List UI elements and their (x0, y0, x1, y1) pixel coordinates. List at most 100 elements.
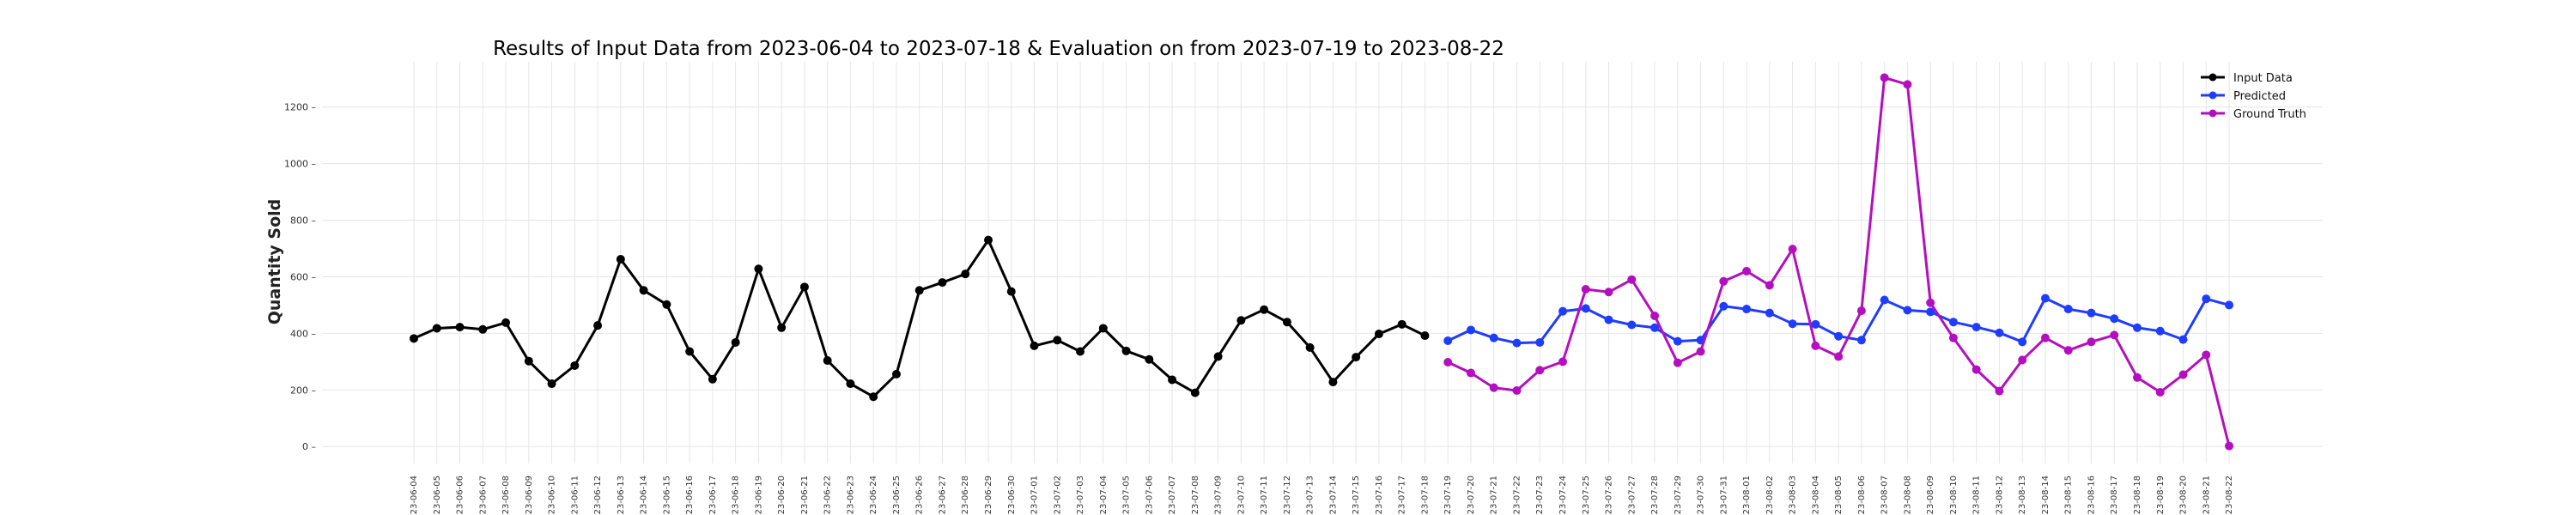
data-point (1397, 319, 1406, 329)
data-point (731, 337, 740, 347)
x-tick-label: 2023-07-17 (1398, 476, 1407, 515)
x-tick-label: 2023-07-03 (1076, 476, 1085, 515)
y-tick-label: 200 – (290, 385, 316, 396)
x-tick-label: 2023-06-17 (708, 476, 718, 515)
x-tick-label: 2023-07-08 (1191, 476, 1200, 515)
x-tick-label: 2023-08-22 (2225, 476, 2234, 515)
data-point (1765, 308, 1774, 318)
x-tick-label: 2023-06-29 (984, 476, 993, 515)
data-point (1719, 301, 1728, 311)
data-point (1352, 353, 1361, 362)
x-tick-label: 2023-07-19 (1443, 476, 1453, 515)
data-point (1971, 365, 1981, 374)
x-tick-label: 2023-08-11 (1972, 476, 1982, 515)
x-tick-label: 2023-08-10 (1949, 476, 1959, 515)
data-point (1811, 341, 1820, 350)
x-tick-label: 2023-07-26 (1605, 476, 1614, 515)
data-point (914, 286, 924, 295)
legend: Input Data Predicted Ground Truth (2201, 72, 2306, 121)
x-tick-label: 2023-07-11 (1260, 476, 1269, 515)
x-tick-label: 2023-08-02 (1765, 476, 1775, 515)
x-tick-label: 2023-07-23 (1535, 476, 1545, 515)
data-point (1834, 331, 1844, 341)
data-point (1903, 80, 1912, 89)
data-point (1765, 281, 1774, 290)
x-tick-label: 2023-08-16 (2087, 476, 2096, 515)
data-point (1512, 338, 1522, 348)
data-point (1466, 368, 1475, 378)
x-tick-label: 2023-07-13 (1306, 476, 1315, 515)
data-point (777, 323, 787, 332)
data-point (1880, 295, 1889, 305)
x-tick-label: 2023-07-29 (1674, 476, 1683, 515)
x-tick-label: 2023-08-15 (2064, 476, 2074, 515)
y-tick-label: 400 – (290, 328, 316, 339)
data-point (2202, 294, 2211, 304)
x-tick-label: 2023-08-06 (1857, 476, 1867, 515)
data-point (1443, 358, 1453, 367)
x-tick-label: 2023-06-18 (732, 476, 741, 515)
data-point (1604, 288, 1613, 297)
x-tick-label: 2023-06-04 (410, 476, 419, 515)
data-point (524, 356, 533, 366)
data-point (1213, 352, 1223, 361)
data-point (2110, 330, 2119, 340)
data-point (2040, 333, 2050, 342)
data-point (2178, 335, 2188, 344)
x-tick-label: 2023-06-12 (593, 476, 603, 515)
data-point (823, 356, 832, 366)
data-point (1581, 284, 1590, 294)
data-point (1811, 319, 1820, 329)
data-point (1558, 357, 1567, 367)
data-point (616, 255, 625, 264)
legend-swatch-marker (2208, 109, 2217, 118)
data-point (1581, 304, 1590, 313)
x-tick-label: 2023-08-09 (1926, 476, 1935, 515)
data-point (2087, 308, 2096, 318)
data-point (410, 334, 418, 343)
data-point (1535, 337, 1545, 347)
data-point (1719, 276, 1728, 286)
x-tick-label: 2023-08-19 (2156, 476, 2166, 515)
y-tick-label: 1000 – (284, 159, 316, 170)
x-tick-label: 2023-08-03 (1789, 476, 1798, 515)
data-point (799, 282, 809, 292)
x-tick-label: 2023-07-07 (1168, 476, 1177, 515)
x-tick-label: 2023-06-15 (662, 476, 671, 515)
legend-item: Input Data (2201, 72, 2293, 85)
x-tick-label: 2023-07-24 (1558, 476, 1568, 515)
x-tick-label: 2023-06-07 (478, 476, 488, 515)
data-point (1903, 306, 1912, 315)
data-point (478, 324, 488, 334)
data-point (2178, 370, 2188, 379)
x-tick-label: 2023-06-06 (456, 476, 465, 515)
data-point (1236, 316, 1246, 325)
data-point (1374, 330, 1383, 339)
legend-label: Ground Truth (2233, 108, 2306, 121)
data-point (1260, 305, 1269, 314)
y-tick-label: 1200 – (284, 102, 316, 113)
data-point (1742, 305, 1752, 314)
x-tick-label: 2023-08-21 (2202, 476, 2211, 515)
data-point (1282, 318, 1291, 327)
series-input-data (410, 235, 1430, 402)
data-point (1328, 378, 1338, 387)
x-tick-label: 2023-07-18 (1420, 476, 1430, 515)
data-point (1926, 298, 1935, 307)
x-axis-ticks: 2023-06-04 2023-06-05 2023-06-06 2023-06-07… (410, 476, 2234, 515)
x-tick-label: 2023-06-24 (869, 476, 878, 515)
data-point (2063, 305, 2073, 314)
x-tick-label: 2023-06-09 (525, 476, 534, 515)
x-tick-label: 2023-08-04 (1811, 476, 1820, 515)
y-axis-label: Quantity Sold (265, 199, 284, 325)
x-tick-label: 2023-08-18 (2133, 476, 2142, 515)
data-point (708, 374, 717, 384)
x-tick-label: 2023-08-13 (2018, 476, 2027, 515)
x-tick-label: 2023-06-08 (501, 476, 511, 515)
legend-item: Predicted (2201, 90, 2286, 103)
data-point (1788, 319, 1797, 329)
data-point (662, 300, 671, 309)
x-tick-label: 2023-07-01 (1030, 476, 1040, 515)
x-tick-label: 2023-06-30 (1007, 476, 1017, 515)
data-point (2063, 346, 2073, 355)
